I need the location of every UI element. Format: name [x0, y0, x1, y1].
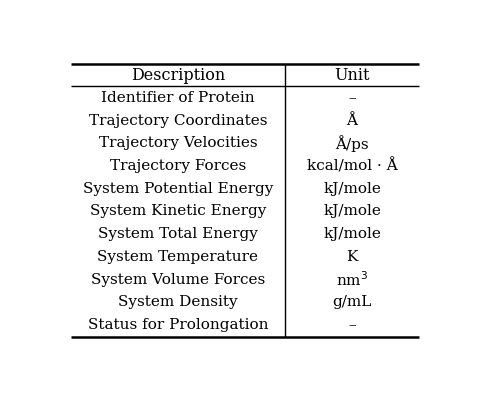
Text: kcal/mol · Å: kcal/mol · Å [307, 158, 397, 174]
Text: Trajectory Coordinates: Trajectory Coordinates [89, 114, 267, 128]
Text: nm$^3$: nm$^3$ [336, 270, 368, 289]
Text: kJ/mole: kJ/mole [323, 182, 381, 196]
Text: Å/ps: Å/ps [335, 135, 369, 152]
Text: System Potential Energy: System Potential Energy [83, 182, 273, 196]
Text: K: K [347, 250, 358, 264]
Text: Identifier of Protein: Identifier of Protein [101, 91, 255, 105]
Text: System Total Energy: System Total Energy [98, 227, 258, 241]
Text: System Kinetic Energy: System Kinetic Energy [90, 204, 266, 218]
Text: Unit: Unit [334, 67, 370, 84]
Text: System Volume Forces: System Volume Forces [91, 273, 265, 287]
Text: kJ/mole: kJ/mole [323, 227, 381, 241]
Text: g/mL: g/mL [332, 295, 372, 309]
Text: Description: Description [131, 67, 225, 84]
Text: Trajectory Forces: Trajectory Forces [110, 159, 246, 173]
Text: System Density: System Density [118, 295, 238, 309]
Text: System Temperature: System Temperature [98, 250, 259, 264]
Text: –: – [348, 318, 356, 332]
Text: –: – [348, 91, 356, 105]
Text: Å: Å [347, 114, 358, 128]
Text: kJ/mole: kJ/mole [323, 204, 381, 218]
Text: Status for Prolongation: Status for Prolongation [87, 318, 268, 332]
Text: Trajectory Velocities: Trajectory Velocities [98, 136, 257, 150]
